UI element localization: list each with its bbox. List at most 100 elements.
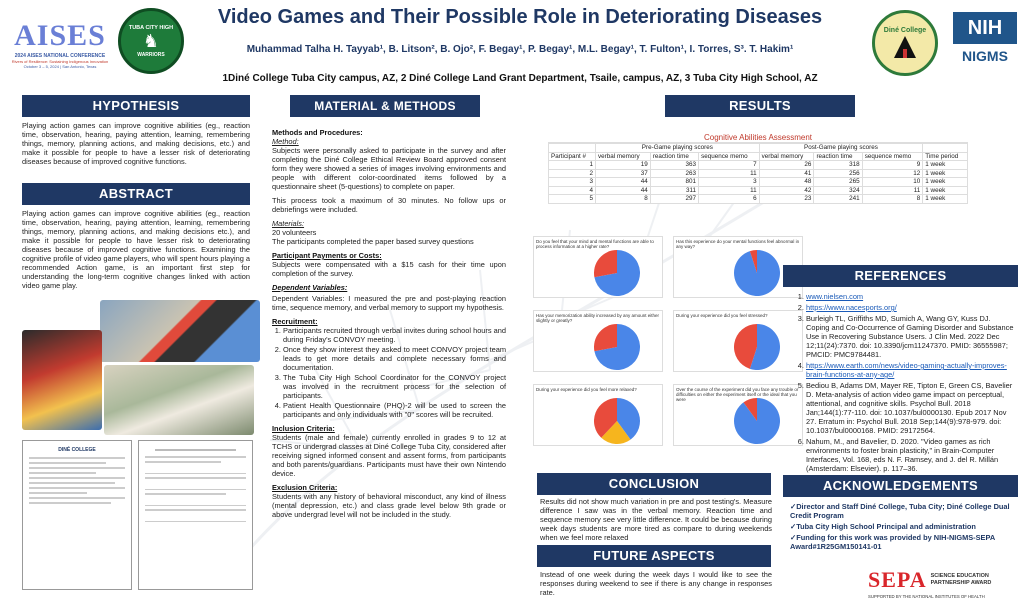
- pie-slice: [601, 421, 631, 444]
- table-cell: 241: [813, 194, 863, 204]
- table-cell: 10: [861, 177, 924, 187]
- tuba-city-high-logo: TUBA CITY HIGH ♞ WARRIORS: [118, 8, 184, 74]
- conclusion-text: Results did not show much variation in p…: [540, 497, 772, 542]
- abstract-text: Playing action games can improve cogniti…: [22, 209, 251, 290]
- table-body: 1 19 363 7 26 318 9 1 week 2 37 263 11 41 256 12 1 week…: [547, 160, 968, 204]
- future-aspects-text: Instead of one week during the week days…: [540, 570, 772, 597]
- survey-pie-chart: Has your memorization ability increased …: [533, 310, 663, 372]
- pie-graphic: [594, 398, 640, 444]
- exclusion-text: Students with any history of behavioral …: [272, 492, 506, 519]
- reference-item: Burleigh TL, Griffiths MD, Sumich A, Wan…: [806, 314, 1014, 359]
- photo-game-box: [22, 330, 102, 430]
- survey-pie-chart: Has this experience do your mental funct…: [673, 236, 803, 298]
- pie-slice: [594, 324, 640, 370]
- col-reaction-post: reaction time: [813, 151, 863, 161]
- methods-paragraph-1: Subjects were personally asked to partic…: [272, 146, 506, 191]
- payment-text: Subjects were compensated with a $15 cas…: [272, 260, 506, 278]
- hypothesis-heading: HYPOTHESIS: [22, 95, 250, 117]
- table-cell: 11: [698, 168, 760, 178]
- pie-question: Has your memorization ability increased …: [536, 313, 660, 323]
- reference-link[interactable]: www.nielsen.com: [806, 292, 864, 301]
- dine-college-logo: Diné College: [872, 10, 938, 76]
- recruitment-item: Patient Health Questionnaire (PHQ)-2 wil…: [283, 401, 506, 419]
- table-cell: 801: [649, 177, 700, 187]
- table-row: 3 44 801 3 48 265 10 1 week: [547, 177, 968, 187]
- methods-paragraph-2: This process took a maximum of 30 minute…: [272, 196, 506, 214]
- hypothesis-text: Playing action games can improve cogniti…: [22, 121, 250, 166]
- recruitment-item: Once they show interest they asked to me…: [283, 345, 506, 372]
- pie-graphic: [734, 398, 780, 444]
- table-cell: 2: [547, 168, 597, 178]
- table-cell: 44: [595, 177, 651, 187]
- table-cell: 3: [698, 177, 760, 187]
- pie-slice: [734, 324, 757, 369]
- table-cell: 311: [649, 185, 700, 195]
- pie-question: Over the course of the experiment did yo…: [676, 387, 799, 402]
- reference-link[interactable]: https://www.nacesports.org/: [806, 303, 897, 312]
- document-title: DINÉ COLLEGE: [58, 447, 96, 453]
- pie-charts-panel: Do you feel that your mind and mental fu…: [533, 236, 803, 464]
- table-cell: 9: [861, 160, 924, 170]
- reference-item: Bediou B, Adams DM, Mayer RE, Tipton E, …: [806, 381, 1014, 435]
- table-cell: 19: [595, 160, 651, 170]
- method-label: Method:: [272, 137, 299, 146]
- table-title: Cognitive Abilities Assessment: [548, 133, 968, 143]
- reference-link[interactable]: https://www.earth.com/news/video-gaming-…: [806, 361, 1007, 379]
- table-cell: 297: [649, 194, 700, 204]
- col-participant: Participant #: [547, 151, 597, 161]
- pie-slice: [594, 324, 617, 352]
- table-cell: 265: [813, 177, 863, 187]
- table-cell: 26: [758, 160, 815, 170]
- pie-slice: [594, 250, 640, 296]
- table-cell: 1 week: [922, 160, 968, 170]
- exclusion-label: Exclusion Criteria:: [272, 483, 338, 492]
- pie-slice: [594, 250, 617, 278]
- table-cell: 318: [813, 160, 863, 170]
- table-cell: 4: [547, 185, 597, 195]
- table-cell: 12: [861, 168, 924, 178]
- col-time: Time period: [922, 151, 968, 161]
- acknowledgement-item: ✓Tuba City High School Principal and adm…: [790, 522, 976, 531]
- recruitment-label: Recruitment:: [272, 317, 318, 326]
- payment-label: Participant Payments or Costs:: [272, 251, 382, 260]
- table-cell: 256: [813, 168, 863, 178]
- acknowledgement-item: ✓Funding for this work was provided by N…: [790, 533, 995, 551]
- photo-cash-and-forms: [104, 365, 254, 435]
- acknowledgements-list: ✓Director and Staff Diné College, Tuba C…: [790, 502, 1015, 553]
- table-row: 1 19 363 7 26 318 9 1 week: [547, 160, 968, 170]
- table-row: 2 37 263 11 41 256 12 1 week: [547, 168, 968, 178]
- pie-graphic: [594, 250, 640, 296]
- table-cell: 11: [698, 185, 760, 195]
- pie-graphic: [734, 324, 780, 370]
- table-cell: 3: [547, 177, 597, 187]
- col-verbal-post: verbal memory: [758, 151, 815, 161]
- future-aspects-heading: FUTURE ASPECTS: [537, 545, 771, 567]
- inclusion-label: Inclusion Criteria:: [272, 424, 335, 433]
- table-cell: 1 week: [922, 185, 968, 195]
- table-cell: 5: [547, 194, 597, 204]
- sepa-logo: SEPA SCIENCE EDUCATION PARTNERSHIP AWARD…: [868, 567, 992, 599]
- pie-question: During your experience did you feel stre…: [676, 313, 768, 318]
- materials-item-1: 20 volunteers: [272, 228, 317, 237]
- pie-slice: [617, 398, 640, 440]
- table-cell: 11: [861, 185, 924, 195]
- recruitment-item: The Tuba City High School Coordinator fo…: [283, 373, 506, 400]
- table-cell: 363: [649, 160, 700, 170]
- pre-game-header: Pre-Game playing scores: [595, 143, 760, 153]
- cognitive-results-table: Cognitive Abilities Assessment Pre-Game …: [547, 133, 968, 204]
- photo-nintendo-switch: [100, 300, 260, 362]
- pie-slice: [743, 398, 757, 421]
- poster-authors: Muhammad Talha H. Tayyab¹, B. Litson², B…: [246, 44, 794, 55]
- table-cell: 44: [595, 185, 651, 195]
- table-row: 4 44 311 11 42 324 11 1 week: [547, 185, 968, 195]
- survey-pie-chart: Do you feel that your mind and mental fu…: [533, 236, 663, 298]
- table-cell: 1 week: [922, 194, 968, 204]
- recruitment-list: Participants recruited through verbal in…: [272, 326, 506, 419]
- pie-question: Do you feel that your mind and mental fu…: [536, 239, 654, 249]
- col-sequence-post: sequence memo: [861, 151, 924, 161]
- table-cell: 48: [758, 177, 815, 187]
- materials-item-2: The participants completed the paper bas…: [272, 237, 474, 246]
- pie-question: During your experience did you feel more…: [536, 387, 637, 392]
- table-cell: 1: [547, 160, 597, 170]
- col-reaction-pre: reaction time: [649, 151, 700, 161]
